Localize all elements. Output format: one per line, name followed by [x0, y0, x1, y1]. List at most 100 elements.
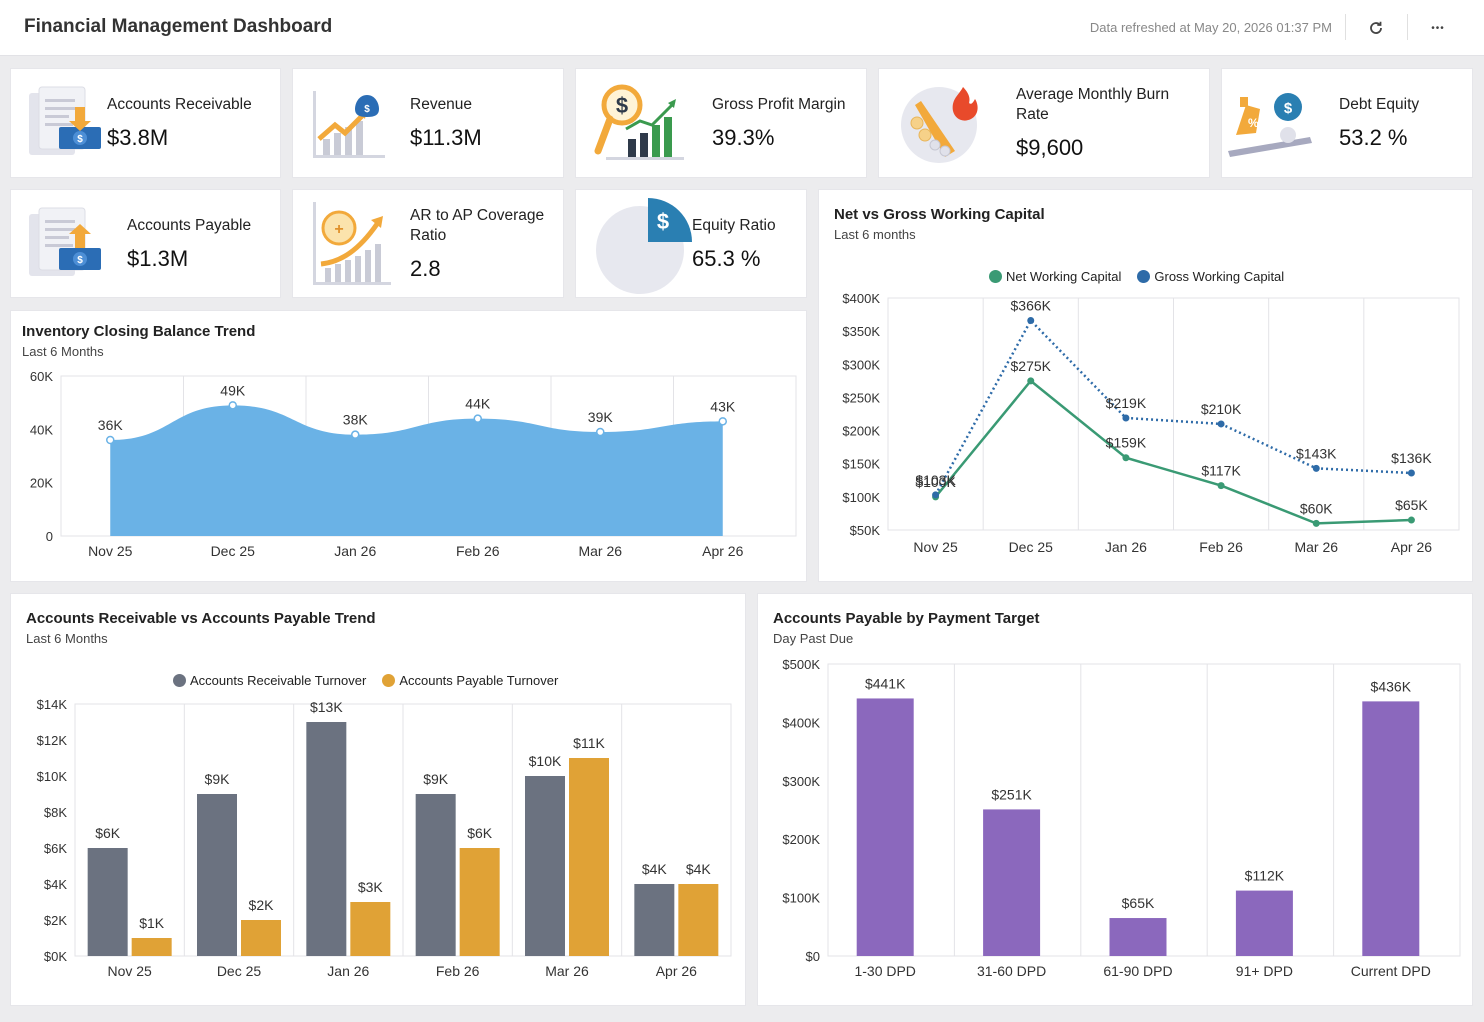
kpi-label: Accounts Receivable: [107, 96, 252, 113]
data-label: $65K: [1122, 895, 1155, 911]
header-divider: [1345, 14, 1346, 40]
x-tick-label: Apr 26: [702, 543, 743, 559]
data-label: $136K: [1391, 450, 1432, 466]
kpi-label: Debt Equity: [1339, 96, 1420, 113]
y-tick-label: 0: [46, 529, 53, 544]
data-label: $117K: [1201, 463, 1241, 479]
data-point: [1312, 519, 1320, 527]
y-tick-label: $10K: [37, 769, 68, 784]
x-tick-label: Dec 25: [1009, 539, 1054, 555]
data-point: [106, 435, 115, 445]
x-tick-label: 1-30 DPD: [854, 963, 915, 979]
y-tick-label: $6K: [44, 841, 67, 856]
profit-magnifier-icon: $: [594, 84, 684, 160]
ar-turnover-bar: [634, 884, 675, 956]
refresh-timestamp: Data refreshed at May 20, 2026 01:37 PM: [1089, 20, 1332, 35]
kpi-accounts-receivable[interactable]: $ Accounts Receivable $3.8M: [10, 68, 281, 178]
ar-ap-chart-card: Accounts Receivable vs Accounts Payable …: [10, 593, 746, 1006]
y-tick-label: 60K: [30, 369, 53, 384]
x-tick-label: Mar 26: [545, 963, 589, 979]
header-divider: [1407, 14, 1408, 40]
data-label: $112K: [1245, 868, 1285, 884]
kpi-label: Equity Ratio: [692, 217, 776, 234]
x-tick-label: 31-60 DPD: [977, 963, 1046, 979]
kpi-revenue[interactable]: $ Revenue $11.3M: [292, 68, 564, 178]
payable-target-bar-chart: $0 $100K $200K $300K $400K $500K $441K 1-30 DPD…: [782, 657, 1461, 979]
more-options-button[interactable]: •••: [1424, 14, 1452, 42]
data-point: [1312, 464, 1320, 472]
legend-dot: [382, 674, 396, 687]
svg-text:$: $: [616, 93, 628, 118]
data-label: $436K: [1371, 678, 1412, 694]
ar-turnover-bar: [197, 794, 237, 956]
kpi-gross-profit-margin[interactable]: $ Gross Profit Margin 39.3%: [575, 68, 867, 178]
data-point: [1027, 317, 1035, 325]
chart-subtitle: Last 6 Months: [26, 631, 108, 646]
legend-item-gross-working-capital[interactable]: Gross Working Capital: [1137, 269, 1284, 284]
svg-text:$: $: [77, 134, 83, 145]
x-tick-label: Jan 26: [327, 963, 369, 979]
svg-text:$: $: [77, 255, 83, 266]
y-tick-label: $300K: [782, 774, 820, 789]
kpi-ar-ap-coverage[interactable]: + AR to AP Coverage Ratio 2.8: [292, 189, 564, 298]
data-label: $11K: [573, 735, 605, 751]
y-tick-label: $50K: [850, 523, 881, 538]
chart-title: Inventory Closing Balance Trend: [22, 323, 256, 340]
x-tick-label: Feb 26: [436, 963, 480, 979]
x-tick-label: Apr 26: [656, 963, 697, 979]
data-label: $1K: [139, 915, 165, 931]
legend-item-net-working-capital[interactable]: Net Working Capital: [989, 269, 1121, 284]
refresh-button[interactable]: [1362, 14, 1390, 42]
data-label: $366K: [1011, 298, 1052, 314]
ap-turnover-bar: [678, 884, 719, 956]
kpi-value: 65.3 %: [692, 246, 761, 271]
dashboard-header: Financial Management Dashboard Data refr…: [0, 0, 1484, 56]
data-label: $10K: [529, 753, 562, 769]
x-tick-label: Apr 26: [1391, 539, 1432, 555]
data-label: 49K: [220, 382, 246, 398]
kpi-label: Gross Profit Margin: [712, 96, 846, 113]
y-tick-label: $400K: [842, 291, 880, 306]
kpi-value: $11.3M: [410, 125, 482, 150]
gross-working-capital-line: [934, 318, 1412, 496]
y-tick-label: $250K: [842, 390, 880, 405]
more-icon: •••: [1431, 22, 1445, 34]
y-tick-label: $0: [806, 949, 820, 964]
kpi-value: $1.3M: [127, 246, 189, 271]
ar-turnover-bar: [306, 722, 347, 956]
y-tick-label: $4K: [44, 877, 67, 892]
coverage-growth-icon: +: [313, 202, 391, 285]
kpi-value: 2.8: [410, 256, 441, 281]
svg-text:$: $: [364, 104, 370, 115]
data-point: [1122, 454, 1130, 462]
data-label: 36K: [98, 417, 124, 433]
pie-dollar-icon: $: [596, 198, 692, 294]
kpi-label: AR to AP Coverage Ratio: [410, 207, 545, 244]
data-point: [1217, 420, 1225, 428]
kpi-accounts-payable[interactable]: $ Accounts Payable $1.3M: [10, 189, 281, 298]
data-label: $143K: [1296, 445, 1337, 461]
payable-bar: [1362, 701, 1420, 956]
kpi-value: $9,600: [1016, 135, 1084, 160]
data-label: 43K: [710, 398, 736, 414]
invoice-dollar-icon: $: [29, 86, 101, 155]
x-tick-label: Nov 25: [913, 539, 958, 555]
legend-item-ap-turnover[interactable]: Accounts Payable Turnover: [382, 673, 558, 688]
legend-item-ar-turnover[interactable]: Accounts Receivable Turnover: [173, 673, 366, 688]
data-label: 44K: [465, 396, 491, 412]
svg-text:$: $: [657, 209, 669, 234]
ar-turnover-bar: [415, 794, 456, 956]
inventory-area: [110, 405, 723, 536]
data-label: $6K: [95, 825, 121, 841]
ar-ap-bar-chart: $0K $2K $4K $6K $8K $10K $12K $14K Nov 25 $6K $1K D…: [37, 697, 732, 979]
svg-text:+: +: [334, 221, 343, 238]
chart-subtitle: Last 6 Months: [22, 344, 104, 359]
kpi-debt-equity[interactable]: % $ Debt Equity 53.2 %: [1221, 68, 1473, 178]
kpi-equity-ratio[interactable]: $ Equity Ratio 65.3 %: [575, 189, 807, 298]
kpi-burn-rate[interactable]: Average Monthly Burn Rate $9,600: [878, 68, 1210, 178]
kpi-value: 53.2 %: [1339, 125, 1408, 150]
y-tick-label: $350K: [842, 324, 880, 339]
data-point: [1407, 516, 1415, 524]
kpi-value: $3.8M: [107, 125, 169, 150]
chart-title: Accounts Payable by Payment Target: [773, 610, 1040, 627]
